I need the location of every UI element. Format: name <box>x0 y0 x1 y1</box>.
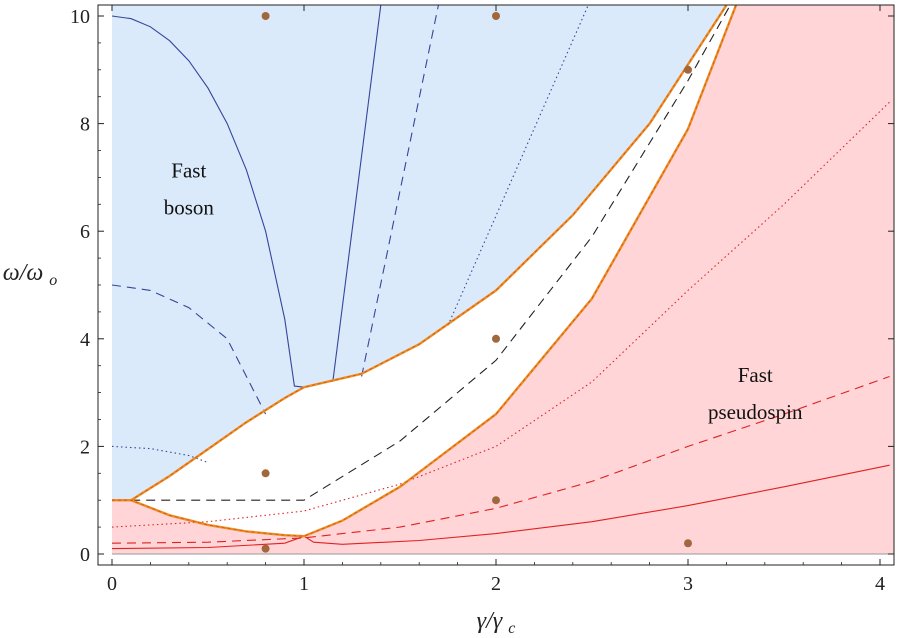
lower-boundary-dash <box>112 5 737 537</box>
series-blue-dashed-steep <box>361 5 439 377</box>
fast-pseudospin-region <box>112 5 894 554</box>
series-red-dotted <box>111 101 890 528</box>
series-blue-solid <box>111 15 305 388</box>
data-point <box>684 65 692 74</box>
series-red-solid <box>111 464 890 550</box>
region-label: Fast <box>738 363 773 387</box>
y-tick-label: 4 <box>80 329 90 351</box>
x-tick-label: 3 <box>683 573 693 595</box>
y-tick-label: 8 <box>80 114 90 136</box>
points-layer <box>261 12 692 553</box>
region-label: Fast <box>171 158 206 182</box>
region-label: pseudospin <box>708 400 803 424</box>
curves-layer <box>111 5 890 550</box>
annotations-layer: Fast boson Fast pseudospin <box>164 158 803 423</box>
series-blue-solid-steep <box>332 5 382 382</box>
upper-boundary-curve <box>112 5 728 502</box>
x-tick-label: 4 <box>875 573 885 595</box>
x-tick-label: 1 <box>299 573 309 595</box>
y-tick-label: 6 <box>80 221 90 243</box>
data-point <box>492 12 500 20</box>
y-tick-label: 2 <box>80 436 90 458</box>
y-axis-label: ω/ω o <box>3 260 58 289</box>
fast-boson-region <box>112 5 727 501</box>
region-label: boson <box>164 195 215 219</box>
data-point <box>261 544 270 553</box>
data-point <box>684 539 692 548</box>
x-tick-label: 2 <box>491 573 501 595</box>
data-point <box>261 12 270 20</box>
x-axis-label: γ/γ c <box>477 608 516 637</box>
series-blue-dotted <box>111 445 209 464</box>
data-point <box>492 334 500 343</box>
data-point <box>261 469 270 478</box>
y-tick-label: 0 <box>80 544 90 566</box>
series-red-dashed <box>111 375 890 544</box>
ticks-layer: 0 1 2 3 4 0 2 4 6 8 10 <box>70 5 894 595</box>
y-tick-label: 10 <box>70 6 90 28</box>
series-black-dashed <box>131 5 731 501</box>
series-blue-dashed <box>111 284 267 415</box>
regions-layer <box>112 5 894 555</box>
x-tick-label: 0 <box>107 573 117 595</box>
data-point <box>492 496 500 505</box>
